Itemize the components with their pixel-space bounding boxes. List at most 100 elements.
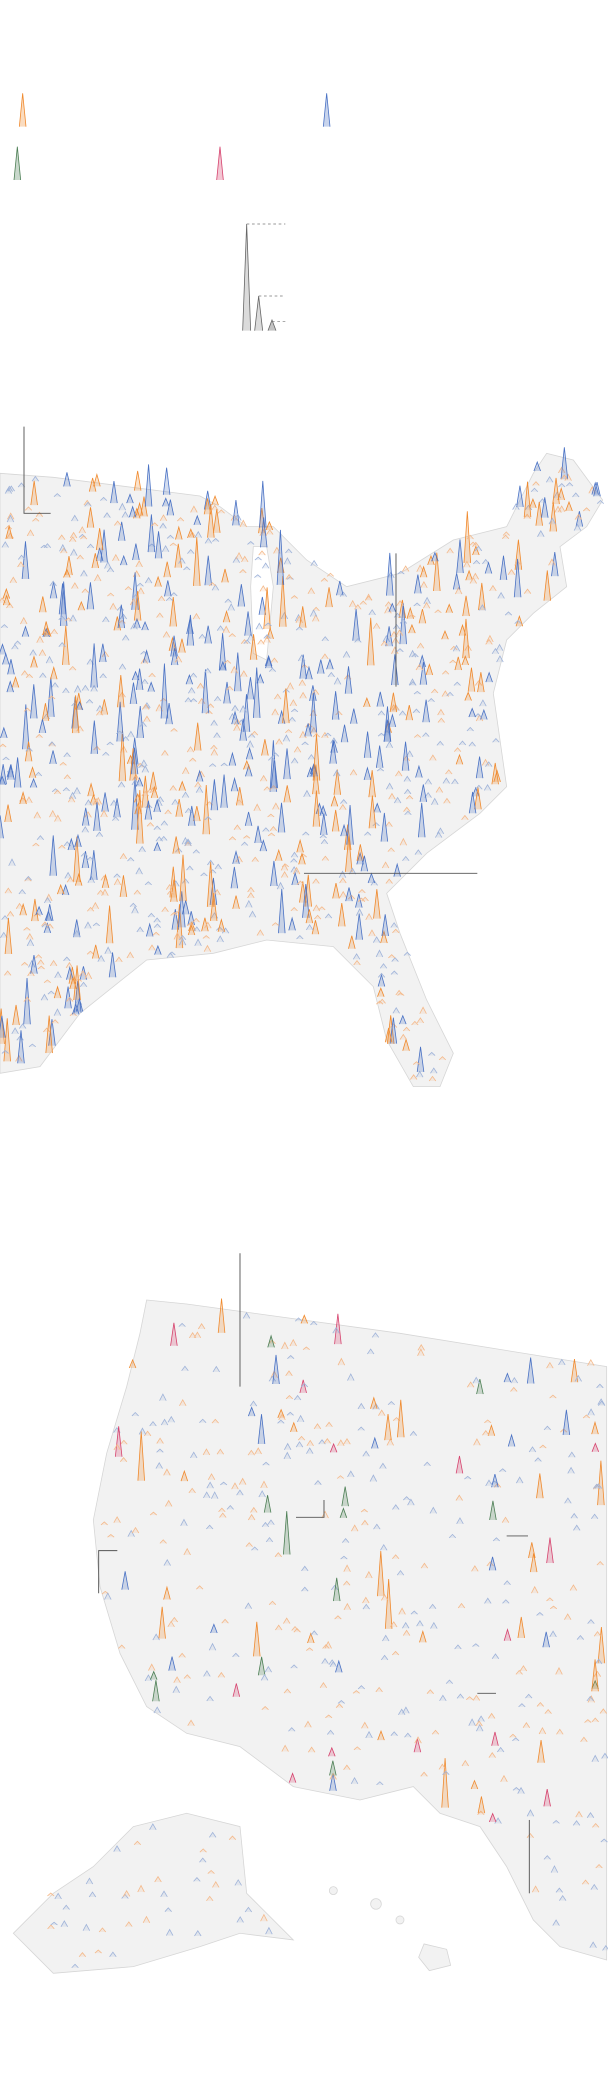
spike	[32, 517, 40, 522]
spike	[230, 665, 238, 674]
spike	[368, 929, 376, 937]
spike	[514, 620, 522, 624]
spike	[30, 480, 38, 506]
spike	[293, 1628, 301, 1633]
spike	[321, 1510, 329, 1519]
spike	[74, 833, 82, 848]
spike	[434, 831, 443, 838]
spike	[63, 472, 71, 487]
spike	[445, 603, 453, 613]
spike	[102, 616, 110, 623]
spike	[345, 836, 353, 872]
spike	[86, 906, 95, 912]
spike	[25, 673, 34, 678]
spike	[390, 1621, 398, 1628]
spike	[153, 798, 161, 813]
spike	[356, 851, 364, 865]
spike	[89, 793, 98, 805]
spike	[183, 1547, 191, 1556]
spike	[452, 644, 461, 652]
spike	[184, 697, 192, 703]
spike	[22, 704, 30, 750]
spike	[45, 904, 54, 922]
spike	[186, 746, 195, 753]
spike	[110, 481, 118, 504]
spike	[326, 658, 334, 670]
spike	[26, 529, 35, 537]
spike	[287, 1354, 295, 1359]
spike	[306, 1447, 314, 1454]
spike	[474, 545, 483, 552]
spike	[311, 920, 320, 935]
spike	[161, 906, 169, 912]
spike	[203, 1670, 211, 1677]
spike	[419, 784, 428, 802]
spike	[155, 1461, 163, 1469]
spike	[129, 902, 137, 908]
spike	[207, 1869, 215, 1874]
spike	[536, 1612, 544, 1616]
spike	[437, 708, 445, 716]
spike	[66, 876, 75, 883]
spike	[332, 1577, 341, 1602]
spike	[241, 841, 249, 846]
spike	[231, 1482, 239, 1490]
spike	[150, 785, 159, 799]
spike	[283, 1688, 292, 1694]
spike	[258, 1490, 266, 1498]
spike	[133, 470, 142, 491]
spike	[509, 1733, 517, 1738]
spike	[559, 1894, 567, 1901]
spike	[392, 928, 400, 934]
spike	[277, 802, 286, 833]
spike	[147, 514, 156, 553]
spike	[476, 1723, 484, 1732]
spike	[469, 541, 477, 546]
spike	[312, 878, 320, 884]
spike	[240, 670, 248, 677]
spike	[301, 741, 309, 746]
spike	[142, 1915, 151, 1923]
spike	[172, 1685, 180, 1694]
spike	[512, 1737, 520, 1742]
spike	[503, 1628, 512, 1641]
spike	[47, 990, 55, 995]
spike	[593, 481, 601, 497]
spike	[512, 1787, 520, 1791]
spike	[461, 814, 469, 820]
spike	[378, 998, 386, 1004]
spike	[312, 606, 320, 612]
spike	[271, 752, 280, 757]
spike	[42, 621, 50, 636]
spike	[162, 630, 171, 638]
spike	[232, 849, 240, 864]
spike	[336, 1475, 345, 1479]
spike	[187, 1719, 195, 1726]
spike	[300, 1314, 309, 1324]
spike	[576, 1635, 585, 1640]
spike	[386, 1438, 394, 1446]
spike	[283, 1442, 292, 1450]
spike	[178, 891, 186, 928]
spike	[414, 574, 422, 594]
spike	[404, 788, 412, 795]
spike	[587, 1408, 595, 1416]
spike	[21, 961, 29, 966]
spike	[387, 571, 395, 578]
spike	[126, 951, 134, 959]
spike	[217, 509, 225, 514]
spike	[340, 1555, 348, 1560]
spike	[324, 913, 333, 919]
spike	[398, 1708, 406, 1716]
spike	[319, 834, 327, 839]
spike	[231, 710, 239, 725]
spike	[362, 1450, 370, 1457]
spike	[567, 1466, 575, 1474]
spike	[385, 782, 394, 790]
spike	[310, 726, 318, 735]
spike	[80, 535, 88, 540]
spike	[397, 570, 405, 575]
spike	[93, 802, 101, 831]
spike	[357, 1402, 365, 1410]
spike	[546, 1537, 554, 1564]
